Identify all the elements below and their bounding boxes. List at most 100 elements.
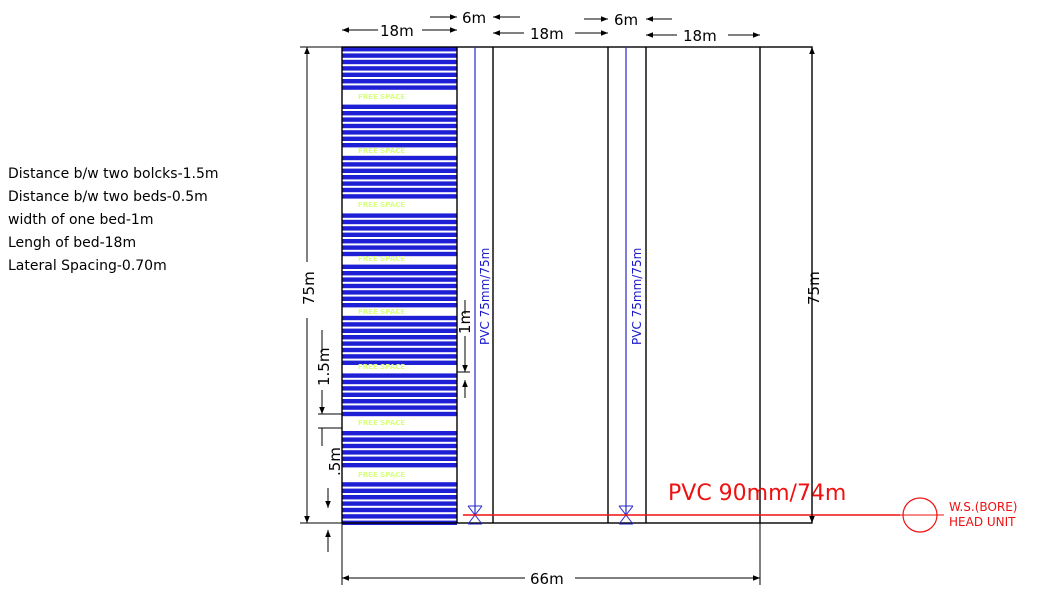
bed-strip [342, 277, 457, 282]
bed-strip [342, 463, 457, 468]
free-space-label: FREE SPACE [358, 308, 405, 316]
bed-strip [342, 251, 457, 257]
dim-top-gap-1: 6m [462, 9, 486, 27]
dim-bed-gap: .5m [326, 447, 344, 476]
dim-bed-width: 1m [456, 310, 474, 334]
dim-block-gap: 1.5m [315, 348, 333, 386]
vertical-dimension-lines [300, 46, 815, 552]
bed-strip [342, 213, 457, 218]
bed-strip [342, 226, 457, 231]
bed-strip [342, 175, 457, 180]
main-pipe-label: PVC 90mm/74m [668, 481, 846, 506]
bed-strip [342, 296, 457, 301]
dim-left-height: 75m [300, 271, 318, 305]
bed-strip [342, 47, 457, 52]
submain-pipes [474, 47, 627, 515]
field-boundary [341, 46, 813, 524]
bed-strip [342, 347, 457, 353]
bed-strip [342, 405, 457, 410]
bed-strip [342, 488, 457, 493]
bed-strip [342, 456, 457, 461]
bed-strip [342, 322, 457, 327]
bed-strip [342, 66, 457, 71]
free-space-label: FREE SPACE [358, 255, 405, 263]
bed-strip [342, 59, 457, 65]
water-source-label: W.S.(BORE) [949, 500, 1017, 514]
bed-strip [342, 181, 457, 186]
dim-right-height: 75m [805, 271, 823, 305]
free-space-label: FREE SPACE [358, 419, 405, 427]
bed-strip [342, 136, 457, 141]
bed-strip [342, 79, 457, 84]
free-space-label: FREE SPACE [358, 471, 405, 479]
bed-strip [342, 162, 457, 167]
bed-strip [342, 315, 457, 321]
bed-strip [342, 360, 457, 365]
bed-strip [342, 194, 457, 199]
bed-strip [342, 399, 457, 404]
bed-strip [342, 264, 457, 269]
bed-strip [342, 335, 457, 340]
bed-strip [342, 507, 457, 513]
bed-strip [342, 290, 457, 295]
bed-strip [342, 450, 457, 455]
top-dimension-lines [342, 14, 760, 38]
bed-strip [342, 130, 457, 135]
bed-strip [342, 379, 457, 385]
note-bed-width: width of one bed-1m [8, 212, 154, 228]
dim-top-block-3: 18m [683, 27, 717, 45]
note-block-distance: Distance b/w two bolcks-1.5m [8, 166, 219, 182]
submain-label-2: PVC 75mm/75m [630, 248, 644, 345]
bed-strip [342, 117, 457, 122]
dim-top-gap-2: 6m [614, 11, 638, 29]
bed-strip [342, 482, 457, 487]
bed-strip [342, 187, 457, 193]
free-space-label: FREE SPACE [358, 363, 405, 371]
bed-strip [342, 514, 457, 519]
bed-strip [342, 271, 457, 276]
bed-strip [342, 219, 457, 225]
bed-strip [342, 437, 457, 442]
bed-strip [342, 341, 457, 346]
bed-strip [342, 495, 457, 500]
bed-strip [342, 354, 457, 359]
note-bed-length: Lengh of bed-18m [8, 235, 137, 251]
bed-strip [342, 85, 457, 90]
bed-strip [342, 72, 457, 77]
bed-strip [342, 111, 457, 116]
bed-strip [342, 431, 457, 436]
specification-notes: Distance b/w two bolcks-1.5m Distance b/… [8, 163, 219, 278]
bed-strip [342, 411, 457, 417]
bed-block-1: FREE SPACE FREE SPACE FREE SPACE FREE SPACE… [342, 47, 457, 525]
bed-strip [342, 328, 457, 333]
bed-strip [342, 392, 457, 397]
note-bed-distance: Distance b/w two beds-0.5m [8, 189, 208, 205]
note-lateral-spacing: Lateral Spacing-0.70m [8, 258, 167, 274]
bed-strip [342, 386, 457, 391]
free-space-label: FREE SPACE [358, 201, 405, 209]
free-space-label: FREE SPACE [358, 93, 405, 101]
dim-top-block-2: 18m [530, 25, 564, 43]
bed-strip [342, 239, 457, 244]
bed-strip [342, 245, 457, 250]
field-outline [341, 46, 813, 524]
dim-top-block-1: 18m [380, 22, 414, 40]
bed-strip [342, 232, 457, 237]
bed-strip [342, 104, 457, 109]
bottom-dimension-line [341, 523, 761, 585]
bed-strip [342, 373, 457, 378]
submain-label-1: PVC 75mm/75m [478, 248, 492, 345]
free-space-label: FREE SPACE [358, 147, 405, 155]
bed-strip [342, 168, 457, 173]
bed-strip [342, 155, 457, 161]
bed-strip [342, 53, 457, 58]
bed-strip [342, 143, 457, 148]
head-unit-label: HEAD UNIT [949, 515, 1016, 529]
dim-total-width: 66m [530, 570, 564, 588]
bed-strip [342, 123, 457, 129]
bed-strip [342, 501, 457, 506]
bed-strip [342, 443, 457, 449]
bed-strip [342, 283, 457, 289]
bed-strip [342, 303, 457, 308]
